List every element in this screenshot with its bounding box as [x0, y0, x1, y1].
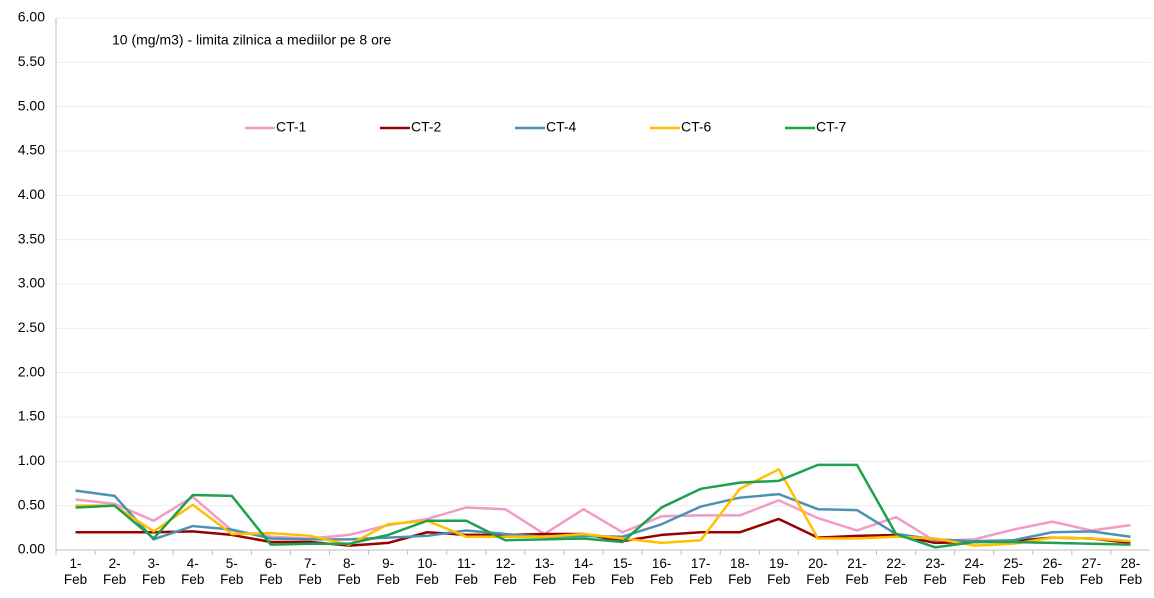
x-tick-label: 25-Feb	[1001, 556, 1025, 587]
x-tick-label: 12-Feb	[493, 556, 517, 587]
x-tick-label: 21-Feb	[845, 556, 869, 587]
x-tick-label: 26-Feb	[1040, 556, 1064, 587]
y-tick-label: 0.00	[18, 541, 45, 557]
y-tick-label: 1.50	[18, 408, 45, 424]
x-tick-label: 14-Feb	[571, 556, 596, 587]
x-tick-label: 3-Feb	[142, 556, 166, 587]
x-tick-label: 4-Feb	[181, 556, 205, 587]
y-tick-label: 3.00	[18, 275, 45, 291]
x-tick-label: 10-Feb	[415, 556, 439, 587]
x-tick-label: 11-Feb	[454, 556, 478, 587]
legend-label: CT-1	[276, 119, 307, 135]
x-tick-label: 27-Feb	[1079, 556, 1104, 587]
legend-label: CT-6	[681, 119, 712, 135]
x-tick-label: 1-Feb	[63, 556, 88, 587]
y-tick-label: 4.50	[18, 142, 45, 158]
x-tick-label: 9-Feb	[376, 556, 400, 587]
x-tick-label: 6-Feb	[259, 556, 283, 587]
x-tick-label: 22-Feb	[884, 556, 908, 587]
x-tick-label: 7-Feb	[298, 556, 322, 587]
y-tick-label: 5.00	[18, 97, 45, 113]
y-tick-label: 2.00	[18, 363, 45, 379]
x-tick-label: 13-Feb	[532, 556, 557, 587]
y-tick-label: 4.00	[18, 186, 45, 202]
y-tick-label: 6.00	[18, 9, 45, 25]
y-tick-label: 3.50	[18, 230, 45, 246]
y-tick-label: 1.00	[18, 452, 45, 468]
x-tick-label: 17-Feb	[689, 556, 713, 587]
line-series	[75, 463, 1131, 549]
x-tick-label: 5-Feb	[220, 556, 244, 587]
annotation: 10 (mg/m3) - limita zilnica a mediilor p…	[112, 32, 392, 48]
x-tick-label: 28-Feb	[1118, 556, 1143, 587]
x-tick-label: 8-Feb	[337, 556, 361, 587]
y-tick-label: 2.50	[18, 319, 45, 335]
legend-label: CT-2	[411, 119, 442, 135]
x-tick-label: 24-Feb	[962, 556, 986, 587]
x-tick-label: 18-Feb	[728, 556, 752, 587]
x-tick-label: 16-Feb	[649, 556, 674, 587]
x-tick-label: 15-Feb	[610, 556, 635, 587]
x-tick-label: 19-Feb	[767, 556, 791, 587]
x-tick-label: 2-Feb	[102, 556, 127, 587]
legend-label: CT-7	[816, 119, 847, 135]
x-tick-label: 23-Feb	[923, 556, 947, 587]
line-series	[75, 468, 1131, 547]
y-tick-label: 5.50	[18, 53, 45, 69]
x-tick-label: 20-Feb	[806, 556, 830, 587]
legend-label: CT-4	[546, 119, 577, 135]
y-tick-label: 0.50	[18, 496, 45, 512]
